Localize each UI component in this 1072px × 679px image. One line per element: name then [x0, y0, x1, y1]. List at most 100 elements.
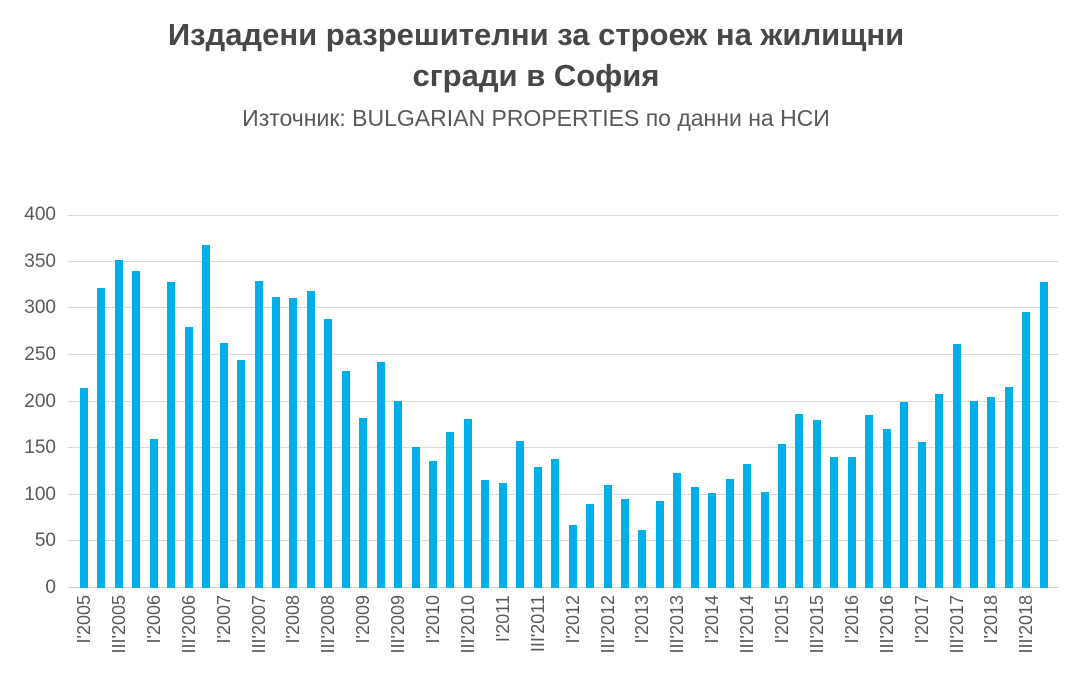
- plot-area: I'2005 III'2005 I'2006 III'2006 I'2007 III'20…: [68, 215, 1058, 653]
- bar-IV'2005: [132, 270, 141, 588]
- x-tick-label: III'2011: [527, 595, 548, 653]
- bar-I'2018: [987, 396, 996, 588]
- bar-IV'2017: [969, 400, 978, 588]
- x-tick-label: I'2017: [911, 595, 932, 644]
- x-tick-label: I'2008: [283, 595, 304, 644]
- x-tick-label: I'2011: [492, 595, 513, 643]
- x-tick-label: III'2012: [597, 595, 618, 654]
- bar-IV'2008: [341, 370, 350, 588]
- bar-III'2010: [463, 419, 472, 588]
- bar-II'2016: [865, 414, 874, 588]
- bar-III'2006: [184, 326, 193, 588]
- x-axis-line: [68, 587, 1058, 588]
- gridline: [68, 353, 1058, 355]
- chart-title: Издадени разрешителни за строеж на жилищ…: [0, 14, 1072, 96]
- gridline: [68, 493, 1058, 495]
- bar-II'2010: [446, 432, 455, 588]
- bar-II'2008: [306, 290, 315, 588]
- gridline: [68, 215, 1058, 216]
- bar-IV'2013: [690, 487, 699, 588]
- x-tick-label: I'2014: [702, 595, 723, 644]
- bar-II'2005: [97, 287, 106, 588]
- bar-II'2017: [935, 394, 944, 588]
- bar-I'2016: [847, 457, 856, 588]
- bar-I'2012: [568, 524, 577, 588]
- x-tick-label: III'2007: [248, 595, 269, 654]
- bar-I'2006: [149, 438, 158, 588]
- x-tick-label: III'2005: [108, 595, 129, 654]
- y-tick-label: 400: [24, 204, 56, 225]
- gridline: [68, 400, 1058, 402]
- bar-I'2013: [638, 530, 647, 588]
- y-tick-label: 250: [24, 343, 56, 365]
- bar-IV'2011: [551, 459, 560, 588]
- gridline: [68, 540, 1058, 542]
- x-tick-label: III'2009: [388, 595, 409, 654]
- bar-II'2018: [1004, 386, 1013, 588]
- bar-I'2014: [708, 492, 717, 588]
- bar-I'2009: [359, 418, 368, 588]
- bar-IV'2009: [411, 447, 420, 588]
- bar-IV'2014: [760, 491, 769, 588]
- bar-IV'2015: [830, 457, 839, 588]
- bar-I'2005: [80, 387, 88, 588]
- gridline: [68, 447, 1058, 449]
- bar-II'2009: [376, 362, 385, 588]
- bar-III'2005: [114, 259, 123, 588]
- bar-III'2014: [743, 463, 752, 588]
- y-tick-label: 150: [24, 437, 56, 459]
- bar-II'2006: [167, 282, 176, 588]
- bar-I'2007: [219, 342, 228, 588]
- x-tick-label: III'2010: [457, 595, 478, 654]
- x-tick-label: I'2016: [841, 595, 862, 644]
- bar-III'2013: [673, 473, 682, 588]
- bar-III'2007: [254, 281, 263, 588]
- y-tick-label: 200: [24, 390, 56, 412]
- x-tick-label: I'2018: [981, 595, 1002, 644]
- bar-III'2008: [324, 319, 333, 588]
- bar-II'2011: [516, 440, 525, 588]
- x-tick-label: I'2009: [353, 595, 374, 644]
- bar-II'2014: [725, 478, 734, 588]
- chart-subtitle: Източник: BULGARIAN PROPERTIES по данни …: [242, 105, 830, 131]
- x-tick-label: I'2007: [213, 595, 234, 644]
- bar-I'2010: [429, 461, 437, 588]
- bar-IV'2007: [271, 297, 280, 588]
- bar-III'2012: [603, 485, 612, 588]
- y-tick-label: 0: [45, 577, 56, 598]
- x-tick-label: III'2017: [946, 595, 967, 654]
- gridline: [68, 260, 1058, 262]
- bar-IV'2006: [202, 244, 211, 588]
- bar-III'2017: [952, 343, 961, 588]
- y-tick-label: 50: [34, 530, 56, 552]
- x-tick-label: I'2010: [423, 595, 443, 644]
- bar-I'2011: [498, 482, 507, 588]
- bar-III'2009: [394, 400, 403, 588]
- bar-II'2007: [237, 359, 246, 588]
- x-tick-label: I'2015: [772, 595, 792, 644]
- chart-title-line-2: сгради в София: [412, 58, 660, 93]
- bar-IV'2016: [900, 401, 909, 588]
- bar-III'2015: [812, 420, 821, 588]
- y-tick-label: 300: [24, 297, 56, 319]
- bar-III'2018: [1022, 311, 1031, 588]
- bar-I'2008: [289, 297, 298, 588]
- y-tick-label: 350: [24, 250, 56, 272]
- x-tick-label: I'2012: [562, 595, 583, 644]
- x-tick-label: III'2008: [318, 595, 339, 654]
- x-tick-label: I'2005: [74, 595, 94, 644]
- bar-II'2013: [655, 501, 664, 588]
- x-tick-label: III'2016: [876, 595, 897, 654]
- gridline: [68, 307, 1058, 309]
- x-tick-label: I'2013: [632, 595, 653, 644]
- x-tick-label: III'2014: [737, 595, 758, 654]
- x-tick-label: I'2006: [143, 595, 164, 644]
- bar-IV'2012: [620, 499, 629, 588]
- bar-I'2017: [917, 441, 926, 588]
- y-tick-label: 100: [24, 483, 56, 505]
- bar-I'2015: [778, 444, 786, 588]
- x-tick-label: III'2018: [1016, 595, 1037, 654]
- bar-IV'2018: [1039, 282, 1048, 588]
- bar-II'2015: [795, 413, 804, 588]
